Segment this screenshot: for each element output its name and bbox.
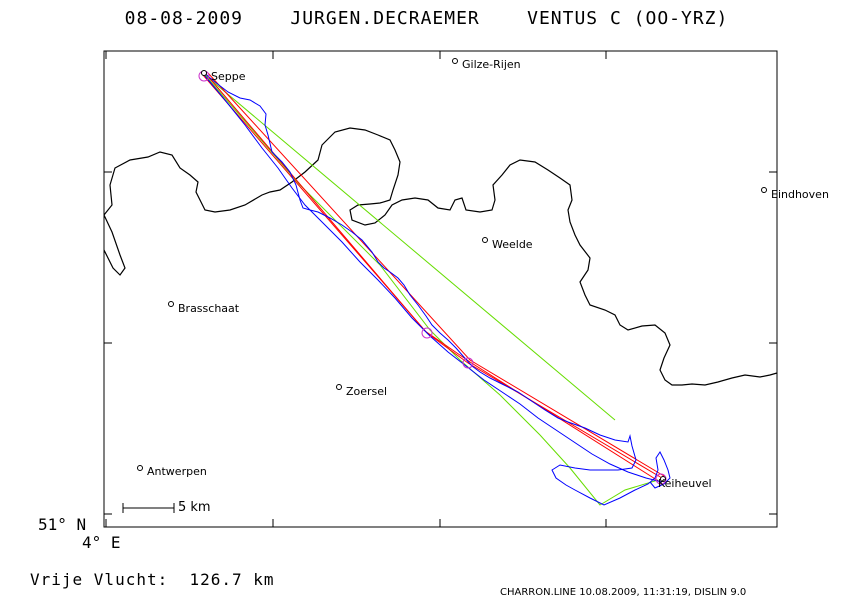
border-line [103,214,126,276]
town-label-gilze: Gilze-Rijen [462,58,521,71]
town-marker-antwerpen [137,465,143,471]
gps-track [202,71,671,506]
task-line-3 [207,72,665,477]
optimized-route [204,74,616,421]
town-label-eindhoven: Eindhoven [771,188,829,201]
town-marker-weelde [482,237,488,243]
scale-label: 5 km [178,500,211,515]
scale-bar [122,503,175,513]
longitude-label: 4° E [82,533,121,552]
border-line-main [103,127,778,386]
map-frame [103,50,778,528]
flight-distance: Vrije Vlucht: 126.7 km [30,570,275,589]
pilot-name: JURGEN.DECRAEMER [290,8,480,29]
town-markers [137,58,767,482]
town-marker-keiheuvel [660,476,666,482]
town-label-keiheuvel: Keiheuvel [658,477,712,490]
town-marker-zoersel [336,384,342,390]
optimized-route-2 [204,74,659,506]
town-marker-gilze [452,58,458,64]
town-label-zoersel: Zoersel [346,385,388,398]
glider-name: VENTUS C (OO-YRZ) [527,8,729,29]
town-label-weelde: Weelde [492,238,533,251]
town-marker-eindhoven [761,187,767,193]
gps-track-2 [204,75,663,483]
task-line-1 [202,74,663,479]
credits-line: CHARRON.LINE 10.08.2009, 11:31:19, DISLI… [500,587,747,598]
town-marker-seppe [201,70,207,76]
town-label-seppe: Seppe [211,70,246,83]
task-line-2 [205,73,661,483]
turnpoint-2 [462,357,474,369]
frame-ticks [104,51,777,527]
town-label-brasschaat: Brasschaat [178,302,240,315]
town-marker-brasschaat [168,301,174,307]
map-title: 08-08-2009 JURGEN.DECRAEMER VENTUS C (OO… [0,8,853,29]
latitude-label: 51° N [38,515,87,534]
turnpoint-1 [421,327,433,339]
town-label-antwerpen: Antwerpen [147,465,207,478]
flight-date: 08-08-2009 [124,8,244,29]
